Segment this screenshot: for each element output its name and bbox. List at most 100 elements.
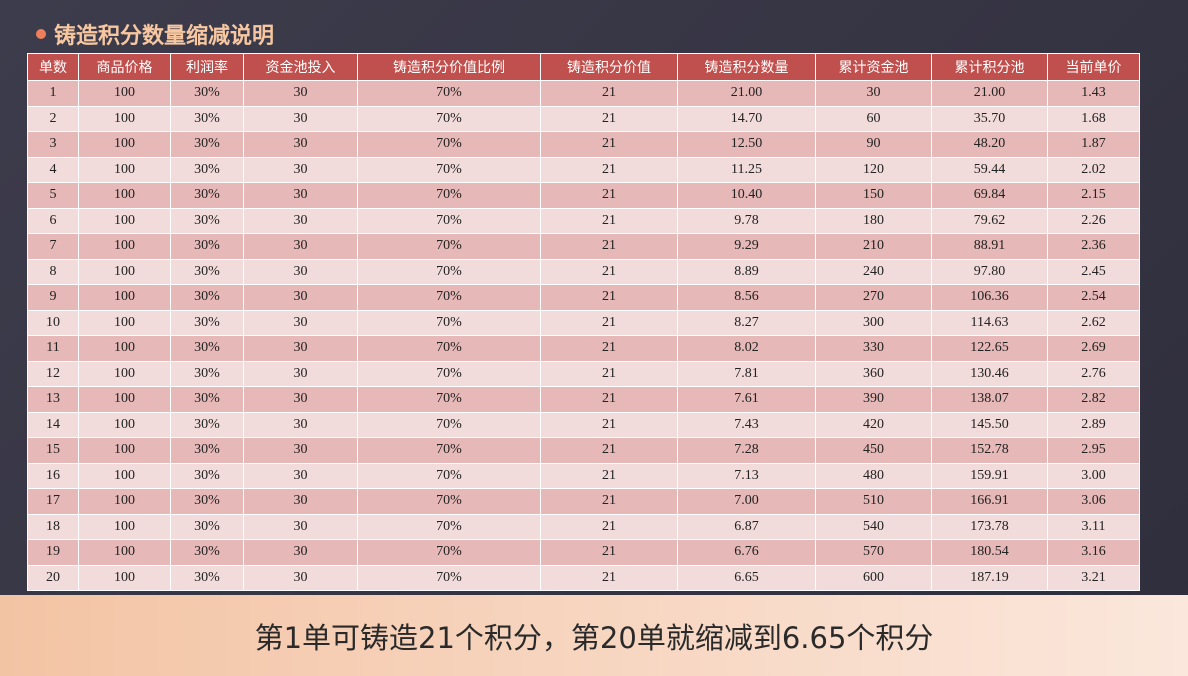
caption-band: 第1单可铸造21个积分，第20单就缩减到6.65个积分: [0, 595, 1188, 676]
table-cell: 21: [540, 258, 678, 285]
table-cell: 30: [243, 156, 358, 183]
table-cell: 21.00: [931, 80, 1048, 107]
table-cell: 480: [815, 462, 932, 489]
table-cell: 100: [78, 131, 171, 158]
table-cell: 4: [27, 156, 79, 183]
table-cell: 100: [78, 411, 171, 438]
table-cell: 30: [243, 182, 358, 209]
table-cell: 7: [27, 233, 79, 260]
table-cell: 180: [815, 207, 932, 234]
table-cell: 14.70: [677, 105, 816, 132]
table-cell: 100: [78, 386, 171, 413]
table-cell: 145.50: [931, 411, 1048, 438]
table-cell: 120: [815, 156, 932, 183]
table-cell: 210: [815, 233, 932, 260]
table-cell: 30%: [170, 80, 244, 107]
table-cell: 3: [27, 131, 79, 158]
table-cell: 2.15: [1047, 182, 1140, 209]
table-cell: 2.62: [1047, 309, 1140, 336]
table-body: 1 100 30% 30 70% 21 21.00 30 21.00 1.43 2 100 30% 30 7…: [27, 80, 1140, 591]
table-cell: 14: [27, 411, 79, 438]
table-cell: 21: [540, 462, 678, 489]
table-cell: 30%: [170, 564, 244, 591]
table-cell: 21: [540, 105, 678, 132]
table-cell: 3.21: [1047, 564, 1140, 591]
table-cell: 30: [815, 80, 932, 107]
table-cell: 540: [815, 513, 932, 540]
header-cell: 铸造积分数量: [677, 53, 816, 81]
table-cell: 100: [78, 233, 171, 260]
table-cell: 70%: [357, 437, 541, 464]
table-cell: 17: [27, 488, 79, 515]
table-cell: 70%: [357, 488, 541, 515]
table-row: 4 100 30% 30 70% 21 11.25 120 59.44 2.02: [27, 156, 1140, 183]
table-cell: 97.80: [931, 258, 1048, 285]
header-cell: 利润率: [170, 53, 244, 81]
table-cell: 20: [27, 564, 79, 591]
table-row: 6 100 30% 30 70% 21 9.78 180 79.62 2.26: [27, 207, 1140, 234]
header-cell: 铸造积分价值: [540, 53, 678, 81]
table-cell: 70%: [357, 182, 541, 209]
caption: 第1单可铸造21个积分，第20单就缩减到6.65个积分: [254, 621, 934, 655]
table-cell: 159.91: [931, 462, 1048, 489]
table-cell: 21.00: [677, 80, 816, 107]
title-dot: [36, 29, 46, 39]
table-cell: 30%: [170, 258, 244, 285]
table-cell: 100: [78, 488, 171, 515]
table-cell: 21: [540, 386, 678, 413]
table-cell: 30%: [170, 360, 244, 387]
table-cell: 166.91: [931, 488, 1048, 515]
table-cell: 30%: [170, 207, 244, 234]
table-cell: 21: [540, 182, 678, 209]
table-cell: 240: [815, 258, 932, 285]
table-cell: 7.00: [677, 488, 816, 515]
table-cell: 11: [27, 335, 79, 362]
title-text: 铸造积分数量缩减说明: [54, 24, 275, 49]
table-cell: 6.76: [677, 539, 816, 566]
table-row: 11 100 30% 30 70% 21 8.02 330 122.65 2.69: [27, 335, 1140, 362]
table-row: 3 100 30% 30 70% 21 12.50 90 48.20 1.87: [27, 131, 1140, 158]
table-cell: 100: [78, 437, 171, 464]
table-cell: 138.07: [931, 386, 1048, 413]
table-cell: 70%: [357, 258, 541, 285]
table-cell: 7.43: [677, 411, 816, 438]
table-row: 1 100 30% 30 70% 21 21.00 30 21.00 1.43: [27, 80, 1140, 107]
table-cell: 70%: [357, 386, 541, 413]
table-cell: 21: [540, 437, 678, 464]
table-cell: 70%: [357, 105, 541, 132]
table-cell: 70%: [357, 156, 541, 183]
table-cell: 30: [243, 539, 358, 566]
table-cell: 510: [815, 488, 932, 515]
table-cell: 6.65: [677, 564, 816, 591]
table-cell: 18: [27, 513, 79, 540]
table-cell: 100: [78, 258, 171, 285]
table-cell: 21: [540, 360, 678, 387]
table-row: 5 100 30% 30 70% 21 10.40 150 69.84 2.15: [27, 182, 1140, 209]
table-cell: 21: [540, 564, 678, 591]
table-cell: 100: [78, 360, 171, 387]
table-cell: 21: [540, 233, 678, 260]
table-cell: 1.43: [1047, 80, 1140, 107]
table-cell: 187.19: [931, 564, 1048, 591]
table-cell: 150: [815, 182, 932, 209]
table-cell: 59.44: [931, 156, 1048, 183]
table-cell: 3.00: [1047, 462, 1140, 489]
table-row: 8 100 30% 30 70% 21 8.89 240 97.80 2.45: [27, 258, 1140, 285]
table-row: 12 100 30% 30 70% 21 7.81 360 130.46 2.76: [27, 360, 1140, 387]
table-cell: 30%: [170, 182, 244, 209]
table-row: 14 100 30% 30 70% 21 7.43 420 145.50 2.89: [27, 411, 1140, 438]
table-row: 20 100 30% 30 70% 21 6.65 600 187.19 3.21: [27, 564, 1140, 591]
table-cell: 30: [243, 360, 358, 387]
header-cell: 累计资金池: [815, 53, 932, 81]
table-cell: 7.61: [677, 386, 816, 413]
header-cell: 累计积分池: [931, 53, 1048, 81]
table-cell: 21: [540, 411, 678, 438]
table-cell: 1.87: [1047, 131, 1140, 158]
table-row: 15 100 30% 30 70% 21 7.28 450 152.78 2.95: [27, 437, 1140, 464]
table-cell: 19: [27, 539, 79, 566]
table-cell: 2.02: [1047, 156, 1140, 183]
table-cell: 70%: [357, 411, 541, 438]
table-cell: 8: [27, 258, 79, 285]
table-cell: 70%: [357, 284, 541, 311]
